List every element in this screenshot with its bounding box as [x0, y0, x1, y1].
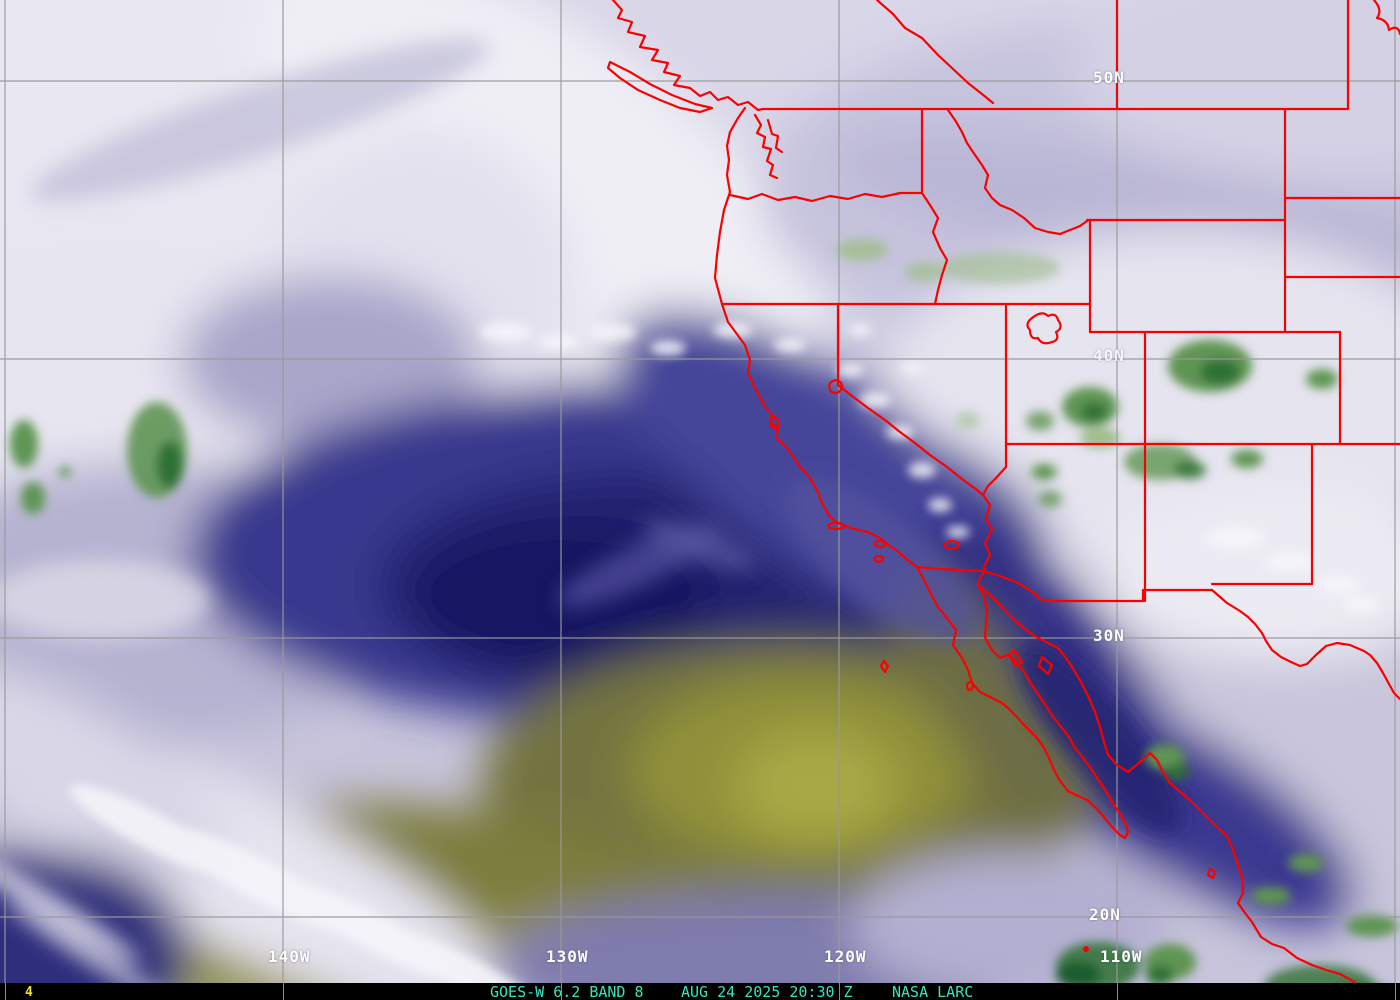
rio-grande-border [1210, 588, 1400, 701]
puget-sound [753, 113, 779, 180]
channel-island-catalina [873, 539, 887, 549]
channel-island-san-clemente [943, 539, 961, 551]
lat-label-50n: 50N [1093, 68, 1125, 87]
california-nevada-border [836, 302, 994, 587]
san-francisco-bay [768, 414, 781, 431]
us-mexico-border [915, 565, 1214, 603]
washington-coast [725, 106, 747, 194]
green-convection-patches [10, 239, 1398, 1000]
baja-east-coast [976, 583, 1130, 840]
bc-alberta-border [875, 0, 995, 105]
manitoba-lake-outline [1372, 0, 1400, 36]
gridline-tick [1395, 983, 1396, 1000]
gridline-tick [839, 983, 840, 1000]
isla-cedros [965, 680, 975, 692]
isla-tiburon [1037, 655, 1054, 676]
gridline-tick [1117, 983, 1118, 1000]
lake-tahoe [828, 379, 844, 395]
timestamp-label: AUG 24 2025 20:30 Z [681, 983, 853, 1000]
baja-west-coast [915, 565, 1127, 840]
pacific-coastline [713, 190, 919, 569]
great-salt-lake [1026, 312, 1062, 345]
lat-label-20n: 20N [1089, 905, 1121, 924]
status-bar: 4 GOES-W 6.2 BAND 8 AUG 24 2025 20:30 Z … [0, 983, 1400, 1000]
hotspot-dot [1083, 946, 1089, 952]
gridline-tick [283, 983, 284, 1000]
lat-label-40n: 40N [1093, 346, 1125, 365]
gridline-tick [561, 983, 562, 1000]
gridline-tick [5, 983, 6, 1000]
product-label: GOES-W 6.2 BAND 8 [490, 983, 644, 1000]
lon-label-130w: 130W [546, 947, 589, 966]
vancouver-island [606, 60, 714, 114]
isla-tres-marias [1206, 867, 1217, 880]
borders-coastlines [606, 0, 1400, 994]
isla-guadalupe [879, 659, 890, 674]
channel-island-santa-cruz [826, 521, 846, 531]
lat-label-30n: 30N [1093, 626, 1125, 645]
mexico-mainland-coast [976, 583, 1374, 994]
lon-label-110w: 110W [1100, 947, 1143, 966]
bc-coastline [611, 0, 765, 112]
lon-label-120w: 120W [824, 947, 867, 966]
oregon-idaho-border [920, 191, 949, 306]
nevada-utah-arizona-border [981, 302, 1008, 497]
puget-sound-inlet [766, 118, 784, 154]
isla-angel-de-la-guarda [1007, 648, 1024, 668]
lon-label-140w: 140W [268, 947, 311, 966]
frame-number: 4 [25, 985, 33, 1000]
credit-label: NASA LARC [892, 983, 974, 1000]
channel-island-san-nicolas [873, 554, 885, 564]
columbia-river-border [728, 191, 924, 203]
idaho-montana-border [946, 108, 1089, 236]
